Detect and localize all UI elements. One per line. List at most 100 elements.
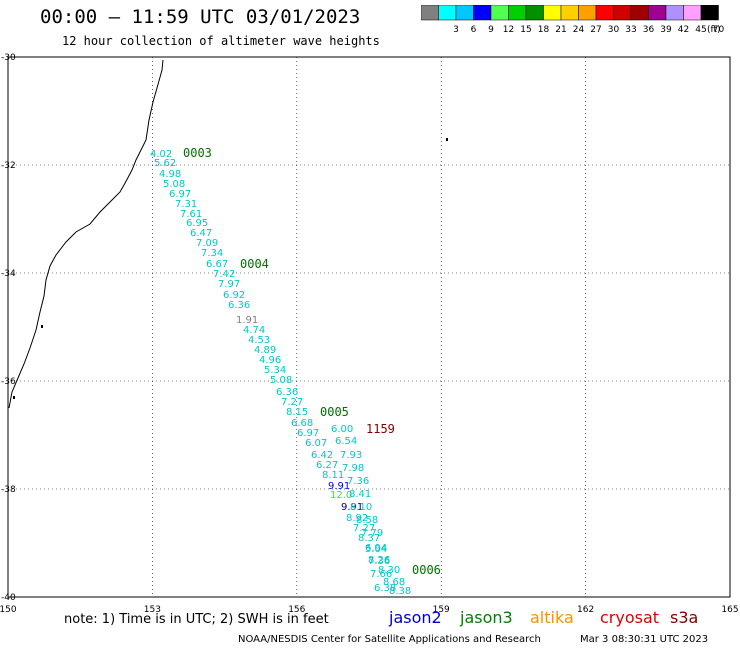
island	[13, 396, 15, 399]
wave-height-value: 6.94	[365, 543, 387, 554]
track-time-label: 0005	[320, 405, 349, 419]
latitude-tick-label: -38	[1, 485, 16, 495]
legend-label: 45	[695, 25, 706, 35]
wave-height-value: 7.97	[218, 279, 240, 290]
wave-height-value: 6.42	[311, 450, 333, 461]
legend-label: 24	[573, 25, 585, 35]
wave-height-value: 9.91	[328, 481, 350, 492]
wave-height-value: 9.91	[341, 502, 363, 513]
legend-label: 21	[555, 25, 566, 35]
wave-height-value: 8.41	[349, 489, 371, 500]
legend-label: 15	[520, 25, 531, 35]
wave-height-value: 4.02	[150, 149, 172, 160]
wave-height-value: 8.58	[356, 515, 378, 526]
wave-height-value: 8.11	[322, 470, 344, 481]
wave-height-value: 4.89	[254, 345, 276, 356]
wave-height-value: 6.00	[331, 424, 353, 435]
wave-height-value: 5.34	[264, 365, 286, 376]
wave-height-value: 7.27	[353, 523, 375, 534]
wave-height-value: 6.07	[305, 438, 327, 449]
wave-height-value: 5.08	[270, 375, 292, 386]
wave-height-value: 8.26	[368, 555, 390, 566]
track-time-label: 0003	[183, 146, 212, 160]
wave-height-value: 8.30	[378, 565, 400, 576]
wave-height-value: 7.36	[347, 476, 369, 487]
wave-height-value: 4.74	[243, 325, 265, 336]
wave-height-value: 8.92	[346, 513, 368, 524]
wave-height-color-legend: 3 6 9 12 15 18 21 24 27 30 33 36 39 42 45 70(ft)	[421, 5, 725, 35]
wave-height-value: 7.27	[281, 397, 303, 408]
wave-height-value: 8.38	[389, 586, 411, 597]
footer-timestamp: Mar 3 08:30:31 UTC 2023	[580, 634, 709, 645]
wave-height-value: 7.61	[180, 209, 202, 220]
wave-height-value: 7.66	[370, 569, 392, 580]
wave-height-value: 7.31	[175, 199, 197, 210]
wave-height-value: 12.0	[330, 490, 352, 501]
page-subtitle: 12 hour collection of altimeter wave hei…	[62, 34, 380, 48]
wave-height-value: 7.09	[196, 238, 218, 249]
footer-note: note: 1) Time is in UTC; 2) SWH is in fe…	[64, 612, 329, 627]
wave-height-value: 4.98	[159, 169, 181, 180]
latitude-tick-label: -34	[1, 269, 16, 279]
wave-height-value: 6.97	[297, 428, 319, 439]
latitude-tick-label: -32	[1, 161, 16, 171]
legend-label: 6	[471, 25, 477, 35]
legend-label: 70	[713, 25, 725, 35]
satellite-cryosat: cryosat	[600, 608, 660, 627]
latitude-tick-label: -40	[1, 593, 16, 603]
wave-height-value: 7.36	[368, 556, 390, 567]
wave-height-value: 6.38	[374, 583, 396, 594]
page-title: 00:00 – 11:59 UTC 03/01/2023	[40, 6, 361, 28]
wave-height-value: 5.62	[154, 158, 176, 169]
island	[446, 138, 448, 141]
wave-height-value: 8.15	[286, 407, 308, 418]
satellite-altika: altika	[530, 608, 574, 627]
wave-height-value: 6.27	[316, 460, 338, 471]
wave-height-value: 5.08	[163, 179, 185, 190]
legend-label: 42	[678, 25, 689, 35]
legend-label: 27	[590, 25, 601, 35]
wave-height-value: 6.36	[228, 300, 250, 311]
wave-height-value: 4.53	[248, 335, 270, 346]
map-frame	[7, 56, 731, 598]
wave-height-value: 6.67	[206, 259, 228, 270]
wave-height-value: 7.79	[361, 528, 383, 539]
legend-label: 3	[453, 25, 459, 35]
legend-unit: (ft)	[707, 25, 721, 35]
footer-credit: NOAA/NESDIS Center for Satellite Applica…	[238, 634, 541, 645]
legend-label: 18	[538, 25, 550, 35]
track-time-label: 0006	[412, 563, 441, 577]
wave-height-value: 8.10	[350, 502, 372, 513]
legend-label: 39	[660, 25, 672, 35]
legend-label: 30	[608, 25, 620, 35]
legend-label: 33	[625, 25, 636, 35]
wave-height-value: 8.37	[358, 533, 380, 544]
longitude-tick-label: 156	[288, 605, 305, 615]
wave-height-value: 1.91	[236, 315, 258, 326]
wave-height-value: 6.36	[276, 387, 298, 398]
coastline	[8, 59, 164, 409]
wave-height-value: 6.92	[223, 290, 245, 301]
longitude-tick-label: 159	[433, 605, 450, 615]
wave-height-value: 7.42	[213, 269, 235, 280]
satellite-jason3: jason3	[460, 608, 513, 627]
legend-label: 9	[488, 25, 494, 35]
satellite-jason2: jason2	[389, 608, 442, 627]
satellite-s3a: s3a	[670, 608, 699, 627]
latitude-tick-label: -36	[1, 377, 16, 387]
longitude-tick-label: 150	[0, 605, 17, 615]
legend-label: 12	[503, 25, 514, 35]
wave-height-value: 6.95	[186, 218, 208, 229]
wave-height-value: 8.68	[383, 577, 405, 588]
wave-height-value: 7.98	[342, 463, 364, 474]
wave-height-value: 5.04	[365, 544, 387, 555]
legend-swatch	[700, 5, 719, 21]
wave-height-value: 6.68	[291, 418, 313, 429]
longitude-tick-label: 153	[144, 605, 161, 615]
legend-label: 36	[643, 25, 655, 35]
wave-height-value: 6.47	[190, 228, 212, 239]
wave-height-value: 6.54	[335, 436, 357, 447]
wave-height-value: 6.97	[169, 189, 191, 200]
track-time-label: 1159	[366, 422, 395, 436]
